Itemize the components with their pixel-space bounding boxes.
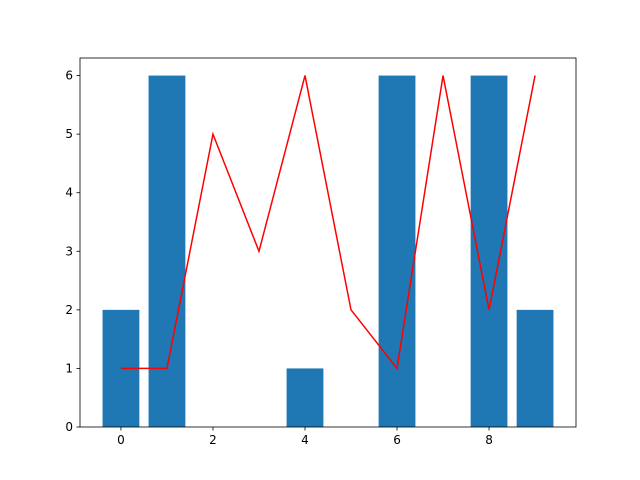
y-tick-label: 1 xyxy=(65,361,73,375)
x-tick-label: 8 xyxy=(485,433,493,447)
y-tick-label: 5 xyxy=(65,127,73,141)
bar xyxy=(378,75,416,428)
x-tick-label: 0 xyxy=(117,433,125,447)
y-tick-label: 4 xyxy=(65,186,73,200)
bar xyxy=(148,75,186,428)
x-tick-label: 6 xyxy=(393,433,401,447)
line xyxy=(120,75,536,371)
x-tick-label: 2 xyxy=(209,433,217,447)
y-tick-label: 3 xyxy=(65,244,73,258)
x-tick-label: 4 xyxy=(301,433,309,447)
bar xyxy=(286,368,324,427)
plot-frame xyxy=(79,57,577,428)
y-tick-label: 6 xyxy=(65,69,73,83)
y-tick-label: 2 xyxy=(65,303,73,317)
bar xyxy=(516,309,554,427)
y-tick-label: 0 xyxy=(65,420,73,434)
bar xyxy=(470,75,508,428)
